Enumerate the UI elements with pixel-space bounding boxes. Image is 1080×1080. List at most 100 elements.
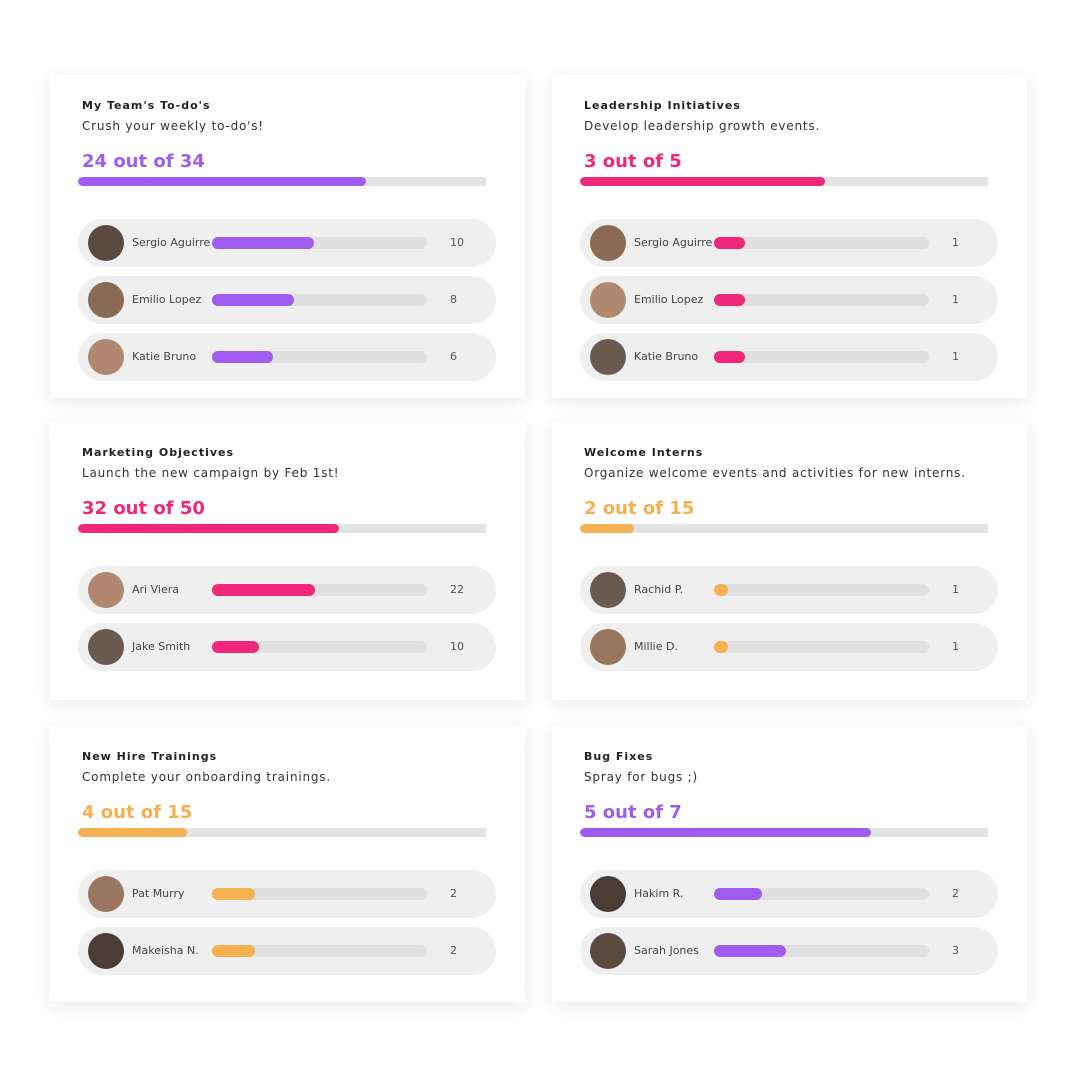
progress-track: [580, 828, 988, 837]
progress-fill: [78, 177, 366, 186]
member-track: [212, 641, 427, 653]
member-count: 1: [952, 640, 959, 653]
member-row: Sarah Jones 3: [580, 927, 998, 975]
card: Leadership Initiatives Develop leadership…: [552, 75, 1027, 398]
member-count: 8: [450, 293, 457, 306]
member-fill: [714, 351, 745, 363]
avatar: [88, 225, 124, 261]
member-name: Pat Murry: [132, 887, 185, 900]
avatar: [88, 282, 124, 318]
member-track: [212, 237, 427, 249]
member-count: 1: [952, 293, 959, 306]
member-count: 22: [450, 583, 464, 596]
member-name: Emilio Lopez: [132, 293, 202, 306]
progress-track: [78, 524, 486, 533]
member-fill: [212, 237, 315, 249]
progress-track: [78, 828, 486, 837]
member-row: Makeisha N. 2: [78, 927, 496, 975]
card-subtitle: Complete your onboarding trainings.: [82, 770, 331, 784]
card: Welcome Interns Organize welcome events a…: [552, 422, 1027, 700]
progress-track: [580, 177, 988, 186]
member-count: 1: [952, 583, 959, 596]
member-track: [714, 888, 929, 900]
member-row: Ari Viera 22: [78, 566, 496, 614]
member-row: Millie D. 1: [580, 623, 998, 671]
card: New Hire Trainings Complete your onboardi…: [50, 726, 525, 1002]
member-track: [714, 351, 929, 363]
member-fill: [714, 641, 729, 653]
member-count: 2: [450, 887, 457, 900]
member-name: Emilio Lopez: [634, 293, 704, 306]
avatar: [88, 339, 124, 375]
progress-label: 32 out of 50: [82, 498, 205, 519]
member-row: Sergio Aguirre 1: [580, 219, 998, 267]
card-subtitle: Develop leadership growth events.: [584, 119, 821, 133]
progress-fill: [580, 828, 872, 837]
progress-label: 3 out of 5: [584, 151, 682, 172]
card-subtitle: Crush your weekly to-do's!: [82, 119, 264, 133]
card-title: My Team's To-do's: [82, 99, 211, 112]
avatar: [590, 629, 626, 665]
member-count: 10: [450, 640, 464, 653]
member-name: Katie Bruno: [634, 350, 699, 363]
member-count: 3: [952, 944, 959, 957]
member-row: Katie Bruno 1: [580, 333, 998, 381]
member-track: [714, 641, 929, 653]
member-name: Rachid P.: [634, 583, 684, 596]
member-track: [212, 945, 427, 957]
progress-fill: [78, 524, 340, 533]
card: Bug Fixes Spray for bugs ;) 5 out of 7 Haki…: [552, 726, 1027, 1002]
member-track: [714, 237, 929, 249]
card-subtitle: Launch the new campaign by Feb 1st!: [82, 466, 340, 480]
card-title: Welcome Interns: [584, 446, 704, 459]
member-count: 2: [450, 944, 457, 957]
member-name: Hakim R.: [634, 887, 684, 900]
progress-track: [78, 177, 486, 186]
progress-fill: [580, 524, 635, 533]
member-row: Jake Smith 10: [78, 623, 496, 671]
avatar: [590, 933, 626, 969]
avatar: [88, 933, 124, 969]
card-subtitle: Organize welcome events and activities f…: [584, 466, 966, 480]
card-title: Marketing Objectives: [82, 446, 235, 459]
member-track: [212, 351, 427, 363]
member-fill: [212, 641, 259, 653]
progress-label: 24 out of 34: [82, 151, 205, 172]
member-name: Makeisha N.: [132, 944, 199, 957]
member-track: [212, 888, 427, 900]
avatar: [590, 282, 626, 318]
member-fill: [212, 945, 255, 957]
member-fill: [212, 888, 255, 900]
member-row: Rachid P. 1: [580, 566, 998, 614]
avatar: [590, 339, 626, 375]
member-fill: [212, 351, 274, 363]
progress-fill: [580, 177, 825, 186]
member-name: Sergio Aguirre: [634, 236, 713, 249]
member-row: Katie Bruno 6: [78, 333, 496, 381]
member-fill: [714, 945, 786, 957]
card: My Team's To-do's Crush your weekly to-do…: [50, 75, 525, 398]
progress-label: 2 out of 15: [584, 498, 695, 519]
member-row: Sergio Aguirre 10: [78, 219, 496, 267]
member-fill: [714, 584, 729, 596]
member-row: Emilio Lopez 8: [78, 276, 496, 324]
member-fill: [212, 294, 294, 306]
member-fill: [714, 888, 762, 900]
member-track: [714, 294, 929, 306]
member-row: Pat Murry 2: [78, 870, 496, 918]
member-name: Jake Smith: [132, 640, 191, 653]
progress-track: [580, 524, 988, 533]
member-count: 2: [952, 887, 959, 900]
member-name: Millie D.: [634, 640, 678, 653]
member-row: Hakim R. 2: [580, 870, 998, 918]
member-fill: [714, 294, 745, 306]
avatar: [590, 876, 626, 912]
card-title: Bug Fixes: [584, 750, 654, 763]
card: Marketing Objectives Launch the new campa…: [50, 422, 525, 700]
card-title: New Hire Trainings: [82, 750, 218, 763]
progress-label: 4 out of 15: [82, 802, 193, 823]
member-name: Sarah Jones: [634, 944, 699, 957]
member-row: Emilio Lopez 1: [580, 276, 998, 324]
member-count: 1: [952, 350, 959, 363]
